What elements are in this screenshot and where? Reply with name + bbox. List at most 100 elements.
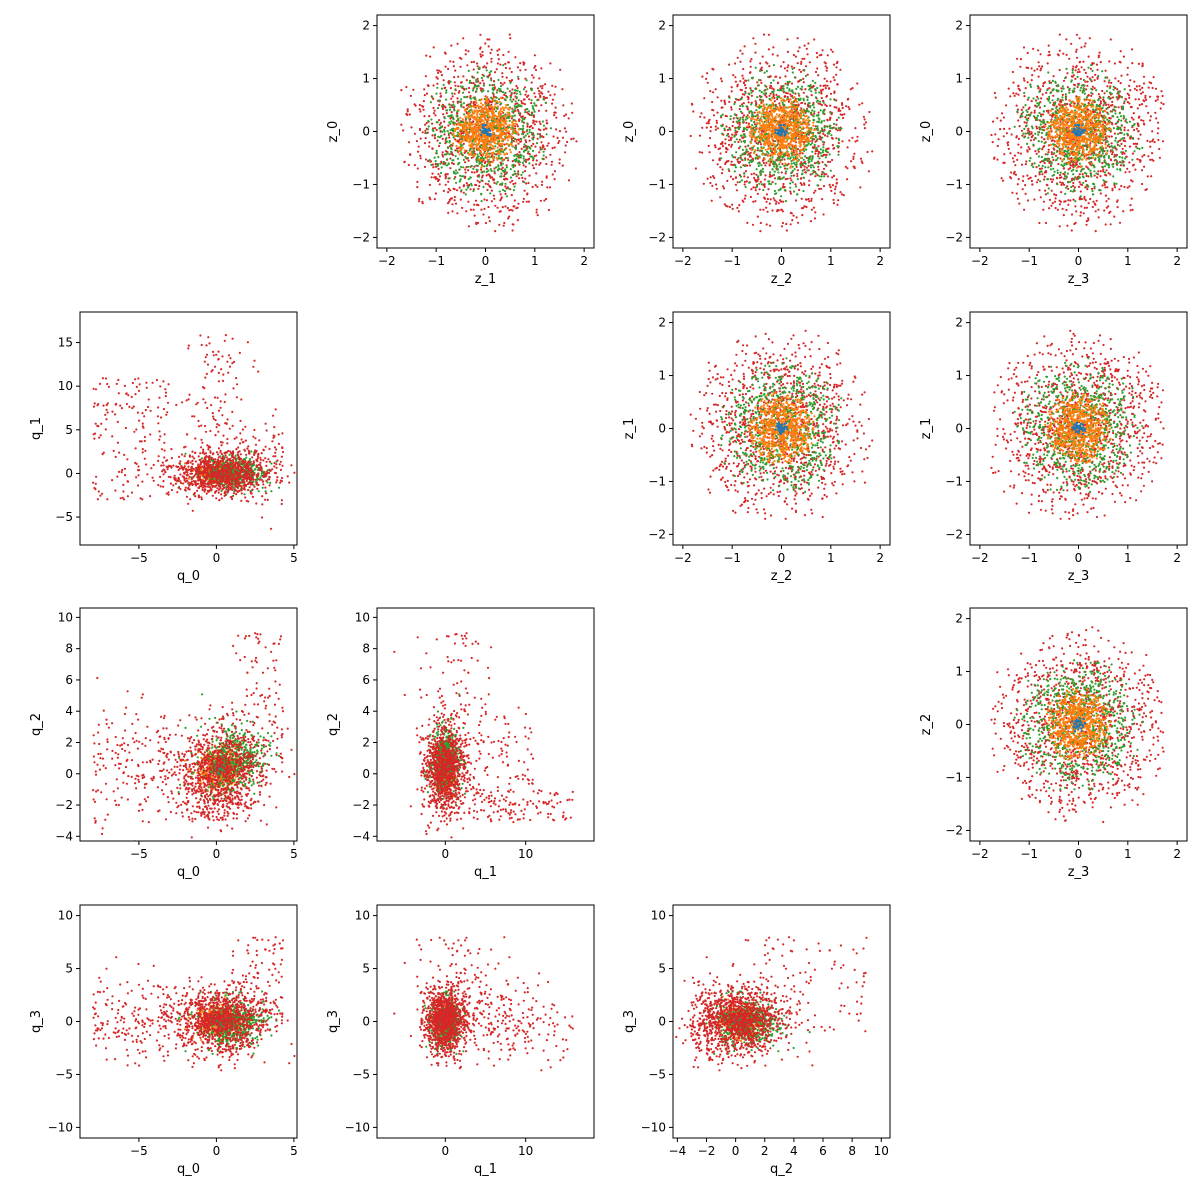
data-point — [799, 115, 803, 118]
data-point — [719, 196, 722, 199]
data-point — [848, 108, 851, 111]
data-point — [493, 124, 496, 127]
data-point — [539, 95, 542, 99]
data-point — [802, 189, 805, 193]
data-point — [797, 124, 801, 127]
data-point — [834, 188, 837, 191]
data-point — [501, 72, 504, 75]
data-point — [470, 151, 473, 154]
data-point — [774, 192, 777, 195]
data-point — [485, 156, 488, 159]
data-point — [435, 165, 438, 168]
data-point — [797, 97, 800, 101]
data-point — [511, 124, 514, 127]
data-point — [518, 177, 521, 180]
data-point — [810, 94, 813, 97]
data-point — [467, 50, 470, 53]
data-point — [772, 64, 776, 67]
data-point — [755, 173, 758, 176]
data-point — [852, 157, 855, 160]
data-point — [402, 129, 405, 132]
data-point — [432, 129, 435, 133]
data-point — [530, 131, 533, 134]
data-point — [746, 176, 750, 179]
data-point — [809, 164, 813, 167]
data-point — [798, 46, 801, 49]
data-point — [867, 170, 871, 173]
data-point — [458, 180, 461, 183]
data-point — [820, 187, 823, 190]
data-point — [473, 143, 476, 146]
data-point — [500, 118, 503, 121]
data-point — [829, 92, 833, 95]
data-point — [786, 69, 789, 72]
data-point — [752, 121, 756, 124]
data-point — [504, 182, 507, 185]
data-point — [484, 221, 488, 225]
data-point — [774, 182, 777, 185]
data-point — [734, 131, 737, 134]
data-point — [743, 197, 747, 200]
data-point — [796, 37, 799, 40]
data-point — [483, 131, 486, 134]
data-point — [416, 186, 419, 189]
data-point — [819, 84, 822, 87]
data-point — [488, 71, 491, 74]
data-point — [464, 115, 467, 118]
data-point — [475, 118, 478, 121]
data-point — [790, 90, 793, 93]
data-point — [432, 97, 435, 100]
data-point — [468, 149, 471, 152]
data-point — [806, 144, 809, 147]
data-point — [493, 197, 496, 200]
data-point — [799, 78, 803, 82]
data-point — [786, 80, 789, 83]
data-point — [756, 96, 759, 99]
data-point — [765, 103, 768, 106]
data-point — [720, 157, 723, 160]
data-point — [496, 206, 499, 209]
data-point — [743, 172, 746, 175]
data-point — [793, 96, 796, 99]
data-point — [438, 136, 442, 139]
data-point — [781, 121, 784, 124]
data-point — [753, 123, 757, 126]
data-point — [524, 93, 527, 96]
data-point — [553, 178, 556, 181]
data-point — [536, 137, 539, 140]
data-point — [756, 192, 759, 195]
data-point — [771, 97, 775, 100]
data-point — [768, 146, 771, 149]
data-point — [504, 99, 507, 102]
data-point — [533, 155, 536, 158]
data-point — [799, 177, 803, 180]
data-point — [1137, 98, 1140, 101]
data-point — [469, 208, 473, 211]
data-point — [823, 126, 826, 129]
data-point — [427, 119, 430, 123]
data-point — [479, 136, 482, 139]
data-point — [784, 120, 787, 123]
data-point — [760, 69, 764, 72]
data-point — [468, 138, 471, 141]
data-point — [798, 130, 801, 133]
data-point — [522, 164, 525, 167]
data-point — [456, 112, 459, 115]
data-point — [454, 176, 457, 179]
data-point — [527, 110, 531, 113]
data-point — [447, 180, 450, 183]
data-point — [530, 102, 533, 105]
data-point — [811, 79, 815, 82]
data-point — [509, 208, 512, 211]
data-point — [778, 138, 781, 141]
data-point — [536, 87, 540, 90]
data-point — [808, 156, 811, 159]
data-point — [494, 204, 497, 207]
data-point — [446, 152, 449, 155]
data-point — [749, 87, 752, 90]
data-point — [493, 105, 496, 108]
data-point — [457, 119, 460, 122]
data-point — [516, 66, 520, 69]
data-point — [791, 132, 794, 136]
data-point — [538, 133, 542, 136]
